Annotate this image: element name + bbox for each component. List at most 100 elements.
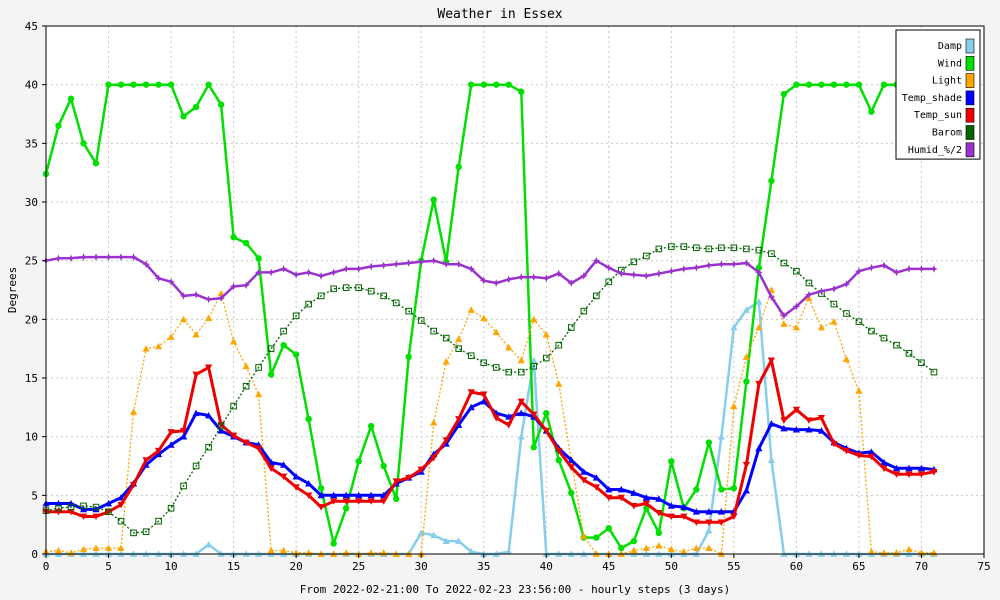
data-point xyxy=(180,482,187,490)
data-point xyxy=(329,268,338,277)
y-tick-label: 0 xyxy=(31,548,38,561)
data-point xyxy=(430,531,438,539)
data-point xyxy=(392,260,400,268)
data-point xyxy=(630,270,638,279)
data-point xyxy=(842,280,851,288)
data-point xyxy=(855,81,863,88)
data-point xyxy=(242,281,250,290)
data-point xyxy=(92,505,100,513)
data-point xyxy=(80,140,87,147)
legend-label: Barom xyxy=(932,128,962,139)
data-point xyxy=(392,478,400,485)
data-point xyxy=(855,387,863,394)
data-point xyxy=(92,253,100,261)
data-point xyxy=(517,398,525,406)
data-point xyxy=(280,341,287,349)
data-point xyxy=(493,81,500,88)
data-point xyxy=(467,306,475,313)
data-point xyxy=(330,491,338,499)
data-point xyxy=(880,334,888,342)
data-point xyxy=(905,265,913,273)
data-point xyxy=(480,81,487,88)
data-point xyxy=(405,474,413,482)
data-point xyxy=(304,268,313,277)
data-point xyxy=(655,510,663,517)
data-point xyxy=(792,426,800,433)
data-point xyxy=(555,341,563,349)
data-point xyxy=(905,471,913,478)
data-point xyxy=(667,502,675,509)
data-point xyxy=(492,279,500,287)
data-point xyxy=(204,411,213,419)
data-point xyxy=(542,330,550,338)
data-point xyxy=(793,81,800,88)
legend-label: Light xyxy=(932,76,962,87)
data-point xyxy=(743,378,750,385)
x-tick-label: 0 xyxy=(43,560,50,573)
data-point xyxy=(67,499,75,507)
data-point xyxy=(317,504,325,511)
data-point xyxy=(205,81,212,88)
data-point xyxy=(867,448,876,455)
data-point xyxy=(730,402,738,410)
data-point xyxy=(642,544,650,552)
series-line xyxy=(45,245,935,534)
data-point xyxy=(555,456,562,464)
data-point xyxy=(455,416,463,423)
data-point xyxy=(180,113,187,120)
data-point xyxy=(404,259,413,267)
data-point xyxy=(705,526,713,534)
data-point xyxy=(155,81,162,88)
data-point xyxy=(817,415,826,422)
data-point xyxy=(530,362,538,370)
y-tick-label: 10 xyxy=(25,431,38,444)
data-point xyxy=(192,371,200,379)
data-point xyxy=(930,265,938,273)
data-point xyxy=(605,263,613,272)
data-point xyxy=(292,472,300,480)
data-point xyxy=(317,292,325,300)
data-point xyxy=(342,505,350,512)
data-point xyxy=(505,343,513,351)
data-point xyxy=(430,327,438,335)
data-point xyxy=(718,486,725,493)
data-point xyxy=(730,513,738,521)
x-tick-label: 25 xyxy=(352,560,365,573)
data-point xyxy=(755,246,763,254)
data-point xyxy=(917,464,926,472)
data-point xyxy=(54,546,63,554)
data-point xyxy=(692,263,701,272)
data-point xyxy=(355,284,362,291)
data-point xyxy=(567,464,575,471)
data-point xyxy=(417,529,425,536)
data-point xyxy=(179,433,188,440)
data-point xyxy=(179,292,188,300)
data-point xyxy=(780,320,788,327)
data-point xyxy=(142,457,150,464)
data-point xyxy=(204,295,213,304)
data-point xyxy=(192,330,200,338)
data-point xyxy=(255,445,263,452)
data-point xyxy=(518,88,525,95)
legend-swatch xyxy=(965,55,975,71)
data-point xyxy=(267,546,275,554)
data-point xyxy=(79,545,88,553)
data-point xyxy=(718,244,725,252)
data-point xyxy=(467,352,475,360)
x-tick-label: 40 xyxy=(540,560,553,573)
data-point xyxy=(455,345,463,352)
data-point xyxy=(742,353,750,360)
x-tick-label: 35 xyxy=(477,560,490,573)
data-point xyxy=(367,498,375,505)
data-point xyxy=(430,454,438,462)
data-point xyxy=(542,427,550,435)
data-point xyxy=(780,312,788,320)
data-point xyxy=(430,418,438,426)
data-point xyxy=(680,548,688,555)
data-point xyxy=(292,270,300,279)
data-point xyxy=(630,503,638,510)
data-point xyxy=(742,306,750,313)
x-tick-label: 30 xyxy=(415,560,428,573)
data-point xyxy=(417,258,425,266)
